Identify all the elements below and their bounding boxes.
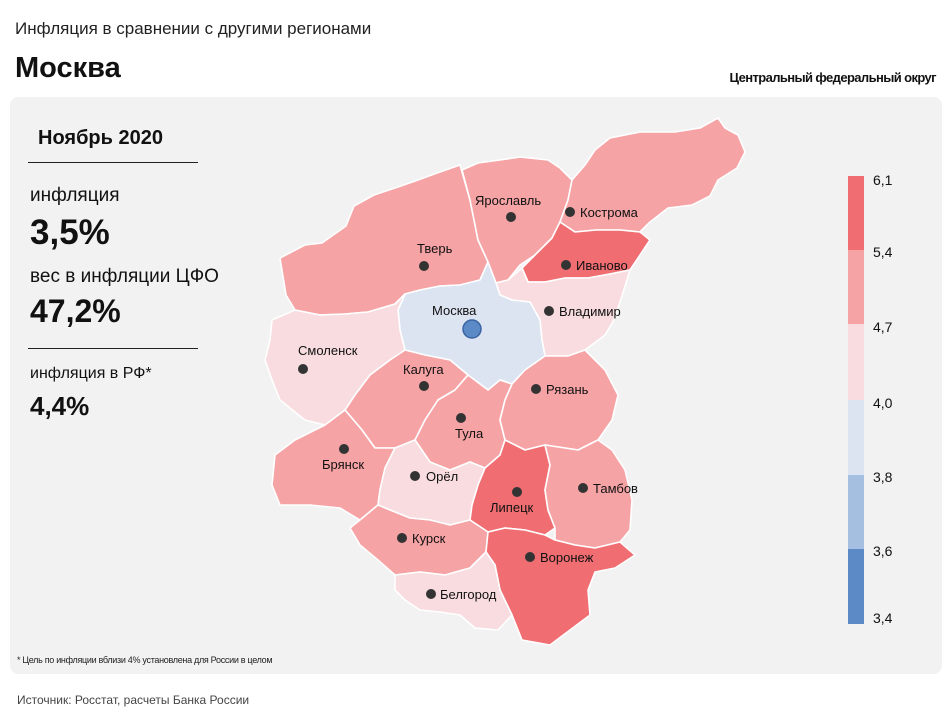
city-markers — [298, 207, 588, 599]
city-label-kursk: Курск — [412, 531, 446, 546]
legend-tick-label: 4,7 — [873, 319, 893, 335]
city-label-kostroma: Кострома — [580, 205, 639, 220]
city-label-moscow: Москва — [432, 303, 477, 318]
color-legend — [848, 176, 864, 624]
period-label: Ноябрь 2020 — [38, 127, 163, 149]
city-label-voronezh: Воронеж — [540, 550, 594, 565]
district-label: Центральный федеральный округ — [729, 70, 937, 85]
city-label-smolensk: Смоленск — [298, 343, 358, 358]
city-marker-kostroma — [565, 207, 575, 217]
city-marker-orel — [410, 471, 420, 481]
city-marker-belgorod — [426, 589, 436, 599]
city-marker-moscow[interactable] — [462, 319, 482, 339]
city-marker-smolensk — [298, 364, 308, 374]
city-label-bryansk: Брянск — [322, 457, 364, 472]
legend-swatch — [848, 400, 864, 475]
inflation-label: инфляция — [30, 185, 120, 206]
city-label-tambov: Тамбов — [593, 481, 638, 496]
legend-swatch — [848, 176, 864, 250]
region-belgorod[interactable] — [394, 551, 513, 631]
city-marker-kaluga — [419, 381, 429, 391]
city-marker-voronezh — [525, 552, 535, 562]
city-marker-tver — [419, 261, 429, 271]
legend-tick-label: 3,6 — [873, 543, 893, 559]
source-note: Источник: Росстат, расчеты Банка России — [17, 693, 250, 707]
city-marker-lipetsk — [512, 487, 522, 497]
city-label-vladimir: Владимир — [559, 304, 621, 319]
legend-tick-label: 6,1 — [873, 172, 893, 188]
divider — [28, 348, 198, 349]
legend-swatch — [848, 475, 864, 549]
city-label-ivanovo: Иваново — [576, 258, 628, 273]
city-label-lipetsk: Липецк — [490, 500, 534, 515]
inflation-value: 3,5% — [30, 213, 110, 252]
city-label-belgorod: Белгород — [440, 587, 497, 602]
city-marker-vladimir — [544, 306, 554, 316]
city-label-orel: Орёл — [426, 469, 458, 484]
legend-swatch — [848, 324, 864, 400]
legend-tick-label: 4,0 — [873, 395, 893, 411]
divider — [28, 162, 198, 163]
city-marker-ivanovo — [561, 260, 571, 270]
rf-inflation-value: 4,4% — [30, 391, 90, 421]
city-label-yaroslavl: Ярославль — [475, 193, 541, 208]
chart-supertitle: Инфляция в сравнении с другими регионами — [15, 19, 372, 38]
legend-swatch — [848, 250, 864, 324]
city-marker-ryazan — [531, 384, 541, 394]
weight-label: вес в инфляции ЦФО — [30, 266, 219, 287]
city-marker-tula — [456, 413, 466, 423]
city-label-ryazan: Рязань — [546, 382, 589, 397]
legend-tick-label: 5,4 — [873, 244, 893, 260]
city-marker-tambov — [578, 483, 588, 493]
legend-tick-label: 3,8 — [873, 469, 893, 485]
legend-tick-label: 3,4 — [873, 610, 893, 626]
city-marker-kursk — [397, 533, 407, 543]
region-title: Москва — [15, 52, 121, 84]
city-marker-bryansk — [339, 444, 349, 454]
region-voronezh[interactable] — [485, 527, 636, 646]
rf-inflation-label: инфляция в РФ* — [30, 365, 152, 382]
footnote: * Цель по инфляции вблизи 4% установлена… — [17, 655, 273, 665]
weight-value: 47,2% — [30, 293, 121, 329]
city-label-kaluga: Калуга — [403, 362, 444, 377]
legend-swatch — [848, 549, 864, 624]
city-label-tver: Тверь — [417, 241, 453, 256]
city-marker-yaroslavl — [506, 212, 516, 222]
city-label-tula: Тула — [455, 426, 484, 441]
